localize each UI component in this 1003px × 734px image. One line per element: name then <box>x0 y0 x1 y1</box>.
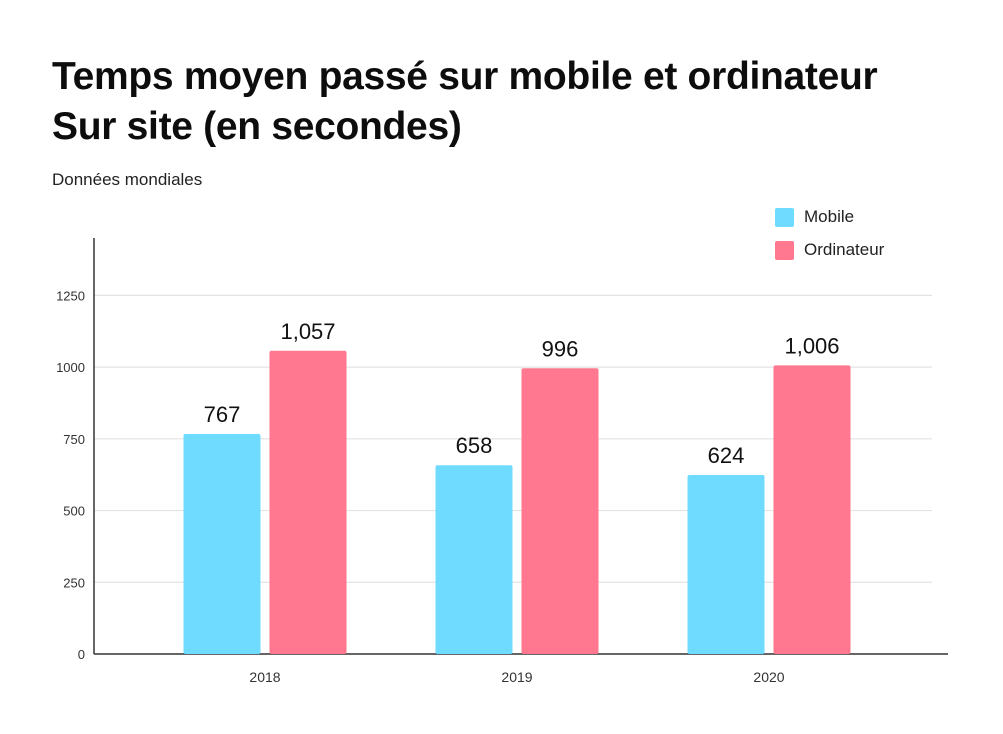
x-tick-label: 2018 <box>249 669 280 685</box>
legend-item-ordinateur: Ordinateur <box>775 239 884 261</box>
data-label: 624 <box>708 443 745 468</box>
bar-ordinateur-2019 <box>521 368 599 654</box>
legend-label-mobile: Mobile <box>804 207 855 226</box>
y-tick-label: 1000 <box>56 360 85 375</box>
data-label: 1,057 <box>280 319 335 344</box>
y-tick-label: 750 <box>63 432 85 447</box>
x-tick-label: 2020 <box>753 669 784 685</box>
bar-mobile-2019 <box>435 465 513 654</box>
legend: Mobile Ordinateur <box>775 206 884 272</box>
data-label: 1,006 <box>784 333 839 358</box>
data-label: 996 <box>542 336 579 361</box>
chart-title: Temps moyen passé sur mobile et ordinate… <box>52 52 878 152</box>
bar-mobile-2020 <box>687 474 765 654</box>
y-tick-label: 0 <box>78 647 85 662</box>
chart-title-line-2: Sur site (en secondes) <box>52 105 462 148</box>
legend-swatch-mobile <box>775 207 794 227</box>
y-tick-label: 500 <box>63 504 85 519</box>
x-tick-label: 2019 <box>501 669 532 685</box>
y-tick-label: 250 <box>63 575 85 590</box>
chart-subtitle: Données mondiales <box>52 170 203 189</box>
y-tick-label: 1250 <box>56 288 85 303</box>
bar-mobile-2018 <box>183 433 261 654</box>
bar-ordinateur-2020 <box>773 365 851 654</box>
data-label: 658 <box>456 433 493 458</box>
legend-item-mobile: Mobile <box>775 206 884 228</box>
legend-label-ordinateur: Ordinateur <box>804 240 885 259</box>
bar-ordinateur-2018 <box>269 350 347 654</box>
data-label: 767 <box>204 402 241 427</box>
chart-title-line-1: Temps moyen passé sur mobile et ordinate… <box>52 55 878 98</box>
legend-swatch-ordinateur <box>775 240 794 260</box>
